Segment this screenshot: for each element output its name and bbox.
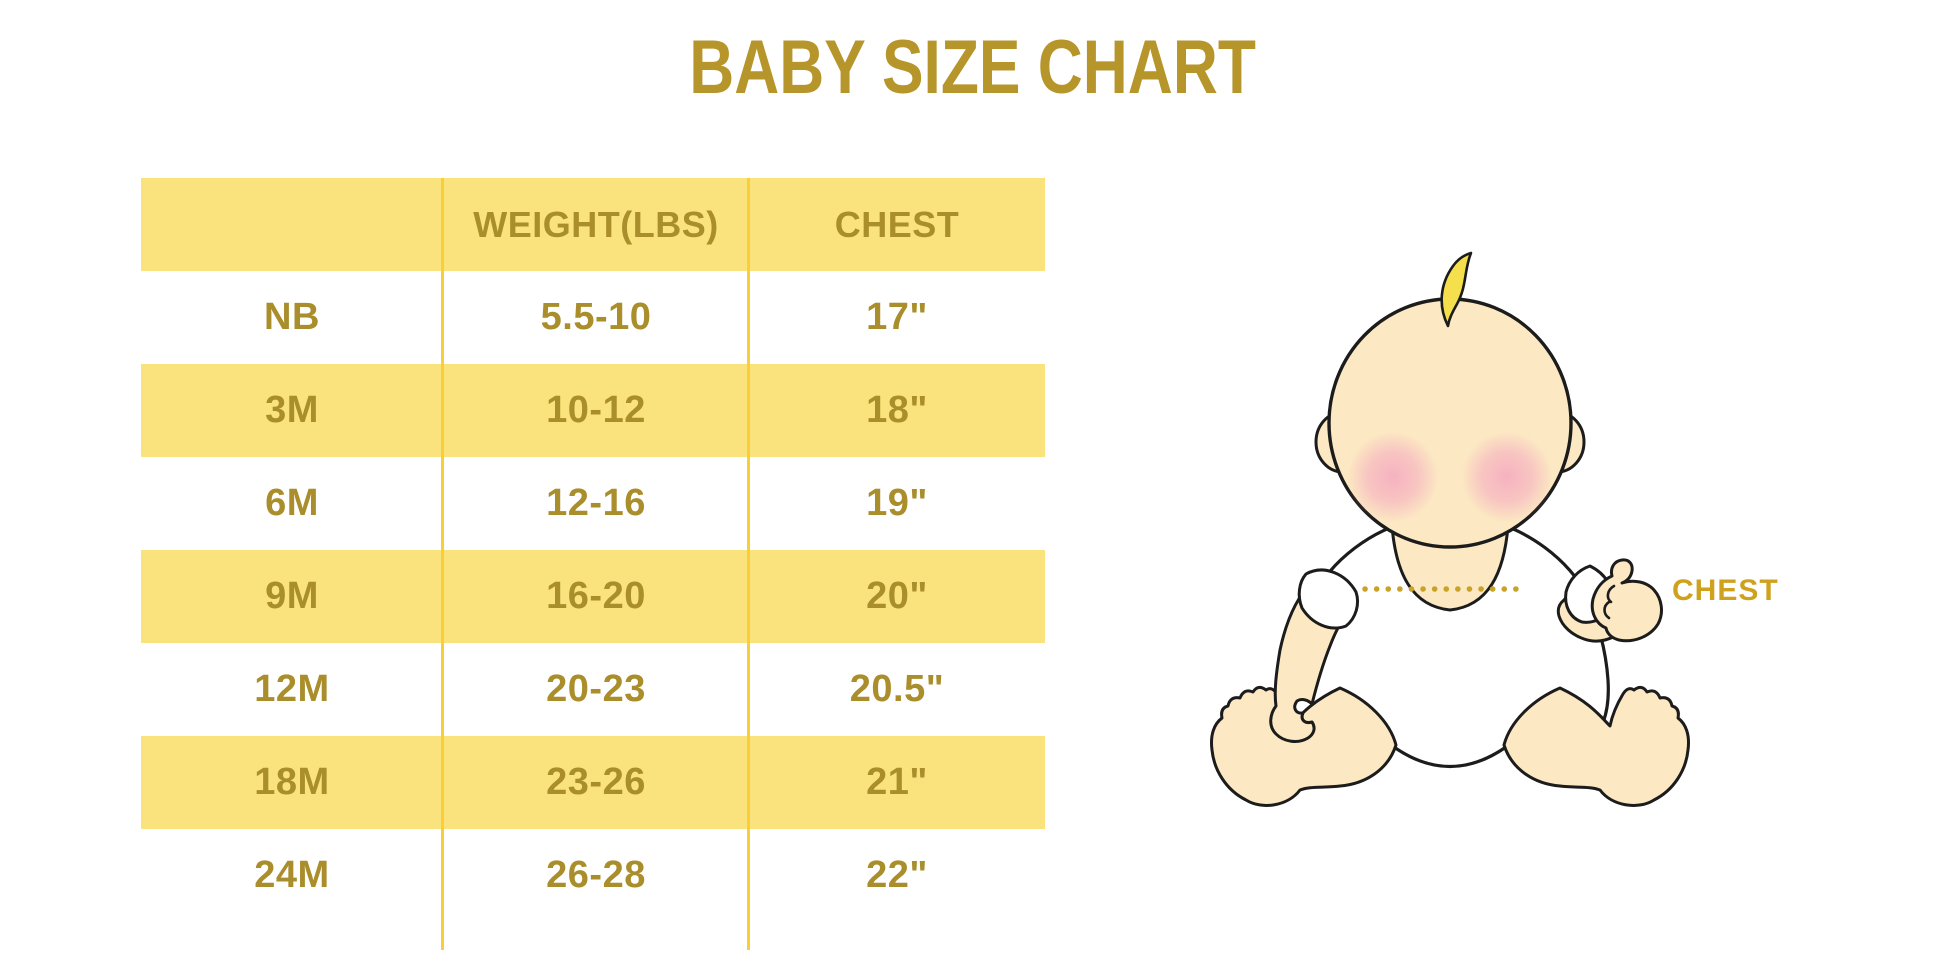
chest-measurement-label: CHEST — [1672, 574, 1779, 607]
table-column-divider-2 — [747, 178, 750, 950]
baby-left-cheek — [1347, 431, 1439, 523]
table-cell: 3M — [141, 364, 443, 457]
table-header-cell — [141, 178, 443, 271]
table-cell: 20.5" — [749, 643, 1045, 736]
page-title: BABY SIZE CHART — [0, 24, 1946, 111]
baby-left-sleeve — [1297, 568, 1360, 630]
baby-fist — [1590, 558, 1663, 643]
table-header-cell: WEIGHT(LBS) — [443, 178, 749, 271]
table-cell: 12M — [141, 643, 443, 736]
size-table: WEIGHT(LBS) CHEST NB 5.5-10 17" 3M 10-12 18" 6M 1… — [141, 178, 1045, 950]
table-cell: 17" — [749, 271, 1045, 364]
table-cell: 21" — [749, 736, 1045, 829]
table-cell: 23-26 — [443, 736, 749, 829]
table-cell: 20" — [749, 550, 1045, 643]
table-cell: 20-23 — [443, 643, 749, 736]
baby-right-leg — [1502, 685, 1690, 807]
table-cell: 16-20 — [443, 550, 749, 643]
baby-illustration — [1150, 230, 1710, 850]
baby-hair-curl — [1440, 251, 1473, 328]
table-cell: 24M — [141, 829, 443, 922]
baby-right-cheek — [1461, 431, 1553, 523]
page-title-text: BABY SIZE CHART — [689, 25, 1257, 110]
table-cell: 18M — [141, 736, 443, 829]
table-cell: NB — [141, 271, 443, 364]
table-header-cell: CHEST — [749, 178, 1045, 271]
table-cell: 19" — [749, 457, 1045, 550]
table-column-divider-1 — [441, 178, 444, 950]
table-cell: 12-16 — [443, 457, 749, 550]
table-cell: 22" — [749, 829, 1045, 922]
table-cell: 5.5-10 — [443, 271, 749, 364]
table-cell: 10-12 — [443, 364, 749, 457]
table-cell: 26-28 — [443, 829, 749, 922]
table-cell: 6M — [141, 457, 443, 550]
table-cell: 9M — [141, 550, 443, 643]
baby-fist-knuckles — [1603, 584, 1616, 620]
table-cell: 18" — [749, 364, 1045, 457]
baby-drawing — [1210, 251, 1690, 807]
